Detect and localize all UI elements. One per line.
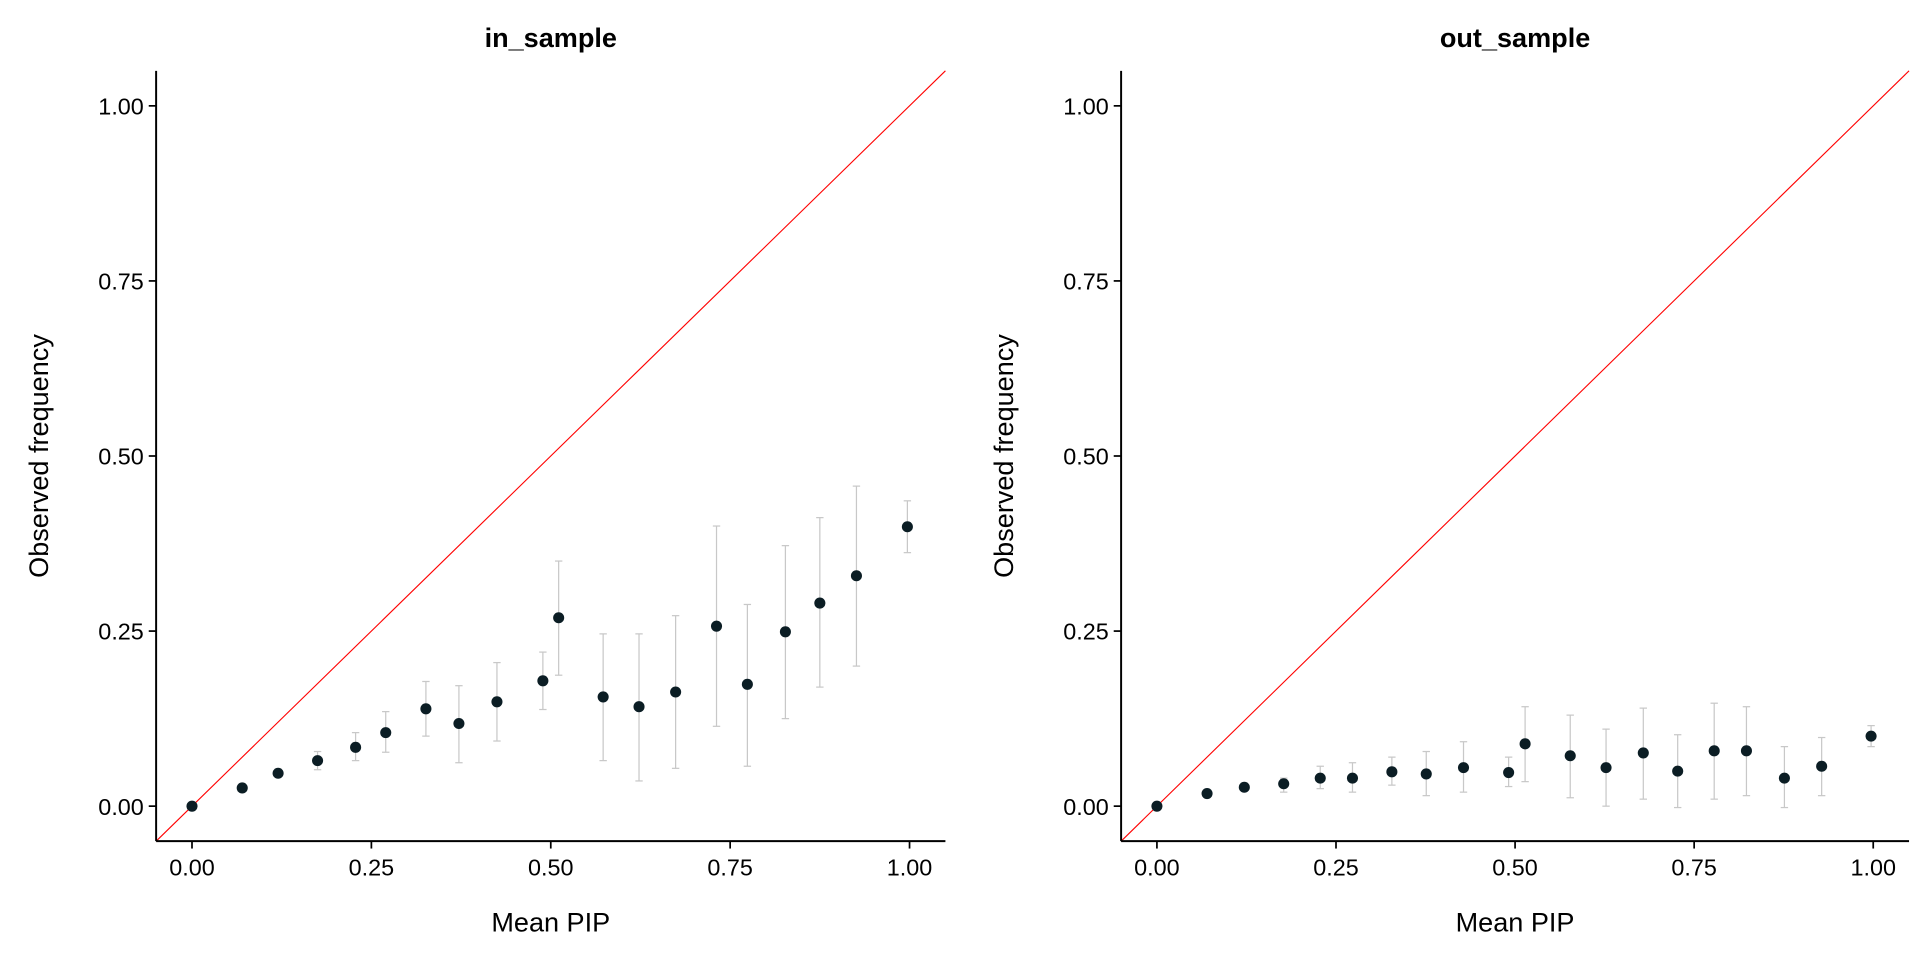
x-tick-label: 0.25 xyxy=(1313,855,1359,881)
y-tick-label: 0.00 xyxy=(1063,794,1109,820)
data-point xyxy=(1865,730,1877,742)
y-axis-title: Observed frequency xyxy=(23,334,54,578)
data-point xyxy=(537,675,549,687)
data-point xyxy=(1420,768,1432,780)
data-point xyxy=(186,800,198,812)
data-point xyxy=(633,701,645,713)
data-point xyxy=(779,626,791,638)
y-tick-label: 0.75 xyxy=(98,269,143,295)
data-point xyxy=(1278,778,1290,790)
y-tick-label: 0.00 xyxy=(98,794,143,820)
data-point xyxy=(710,620,723,632)
data-point xyxy=(1503,767,1515,779)
data-point xyxy=(1778,772,1790,784)
data-point xyxy=(1816,760,1828,772)
data-point xyxy=(1672,765,1684,777)
panel-title: out_sample xyxy=(1440,22,1590,53)
data-point xyxy=(420,703,432,715)
data-point xyxy=(1740,745,1752,757)
data-point xyxy=(272,767,284,779)
y-tick-label: 0.50 xyxy=(98,444,143,470)
x-tick-label: 0.75 xyxy=(707,855,753,881)
y-tick-label: 1.00 xyxy=(1063,93,1109,119)
x-tick-label: 0.25 xyxy=(349,855,395,881)
x-tick-label: 1.00 xyxy=(887,855,933,881)
data-point xyxy=(1346,772,1359,784)
data-point xyxy=(597,691,609,703)
x-tick-label: 0.00 xyxy=(169,855,215,881)
y-tick-label: 0.25 xyxy=(98,619,143,645)
data-point xyxy=(236,782,248,794)
reference-line xyxy=(1120,70,1910,842)
data-point xyxy=(380,727,392,739)
data-point xyxy=(1386,766,1398,778)
x-tick-label: 0.50 xyxy=(1492,855,1538,881)
data-point xyxy=(850,570,862,582)
x-tick-label: 0.50 xyxy=(528,855,574,881)
data-point xyxy=(350,741,362,753)
reference-line xyxy=(155,70,946,842)
x-tick-label: 0.75 xyxy=(1671,855,1717,881)
panel-out-sample: 0.00 0.25 0.50 0.75 1.00 0.00 0.25 0.50 0.75 1.00… xyxy=(988,22,1910,938)
panel-title: in_sample xyxy=(485,22,617,53)
y-axis-title: Observed frequency xyxy=(988,334,1019,578)
data-point xyxy=(553,612,565,624)
x-axis-title: Mean PIP xyxy=(1456,907,1575,938)
data-point xyxy=(1201,788,1213,800)
y-tick-label: 0.50 xyxy=(1063,444,1109,470)
data-point xyxy=(1708,745,1720,757)
data-point xyxy=(901,521,913,533)
x-tick-label: 1.00 xyxy=(1850,855,1896,881)
y-tick-label: 1.00 xyxy=(98,93,143,119)
data-point xyxy=(1519,738,1531,750)
y-tick-label: 0.25 xyxy=(1063,619,1109,645)
data-point xyxy=(741,678,753,690)
data-point xyxy=(1564,750,1576,762)
data-point xyxy=(1457,762,1470,774)
data-point xyxy=(814,597,826,609)
data-point xyxy=(453,717,465,730)
data-point xyxy=(312,755,324,767)
data-point xyxy=(1314,772,1326,784)
panel-in-sample: 0.00 0.25 0.50 0.75 1.00 0.00 0.25 0.50 0.75 1.00… xyxy=(23,22,946,938)
data-point xyxy=(670,686,682,698)
data-point xyxy=(1600,762,1612,774)
x-tick-label: 0.00 xyxy=(1134,855,1180,881)
data-point xyxy=(1151,800,1163,812)
data-point xyxy=(1637,747,1649,759)
x-axis-title: Mean PIP xyxy=(491,907,610,938)
data-point xyxy=(1238,781,1250,793)
data-point xyxy=(491,696,503,708)
y-tick-label: 0.75 xyxy=(1063,269,1109,295)
